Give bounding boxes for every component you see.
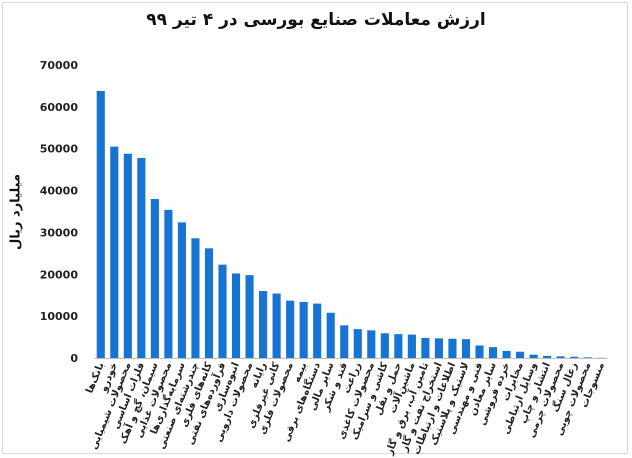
bar xyxy=(529,354,538,358)
bar xyxy=(488,347,498,358)
bar xyxy=(231,273,241,358)
bar xyxy=(272,293,281,358)
y-tick-label: 0 xyxy=(70,352,78,365)
bar xyxy=(448,338,457,358)
bar xyxy=(502,350,511,358)
y-tick-label: 20000 xyxy=(40,268,79,281)
bar xyxy=(516,351,525,358)
bar xyxy=(313,303,322,358)
bar xyxy=(110,146,119,358)
bar xyxy=(96,90,105,358)
bar xyxy=(556,356,565,358)
bar xyxy=(367,330,376,358)
bar xyxy=(164,209,173,358)
bar xyxy=(150,198,159,358)
bar xyxy=(543,355,552,358)
y-tick-label: 60000 xyxy=(40,101,79,114)
y-tick-label: 30000 xyxy=(40,226,79,239)
y-tick-label: 10000 xyxy=(40,310,79,323)
bar xyxy=(353,329,362,358)
bar xyxy=(380,333,389,358)
bar xyxy=(286,300,295,358)
bar xyxy=(583,357,592,358)
bar xyxy=(137,157,146,358)
bar xyxy=(259,291,268,358)
y-tick-label: 40000 xyxy=(40,185,79,198)
bar xyxy=(475,345,484,358)
bar xyxy=(218,264,227,358)
bar xyxy=(407,334,416,358)
bar xyxy=(421,337,430,358)
bar xyxy=(123,153,132,358)
bar xyxy=(434,338,443,358)
chart-frame xyxy=(2,2,628,454)
bar xyxy=(340,325,349,358)
y-tick-label: 70000 xyxy=(40,59,79,72)
bar xyxy=(326,312,335,358)
bar xyxy=(299,301,308,358)
bar xyxy=(394,334,403,358)
bar xyxy=(570,356,579,358)
chart-title: ارزش معاملات صنایع بورسی در ۴ تیر ۹۹ xyxy=(146,10,486,30)
y-tick-label: 50000 xyxy=(40,143,79,156)
bar xyxy=(245,275,254,358)
y-axis-ticks: 0 10000 20000 30000 40000 50000 60000 70000 xyxy=(40,59,79,365)
bar xyxy=(461,339,471,358)
bars xyxy=(96,90,606,358)
bar xyxy=(204,248,214,358)
bar xyxy=(191,238,200,358)
bar xyxy=(177,222,186,358)
